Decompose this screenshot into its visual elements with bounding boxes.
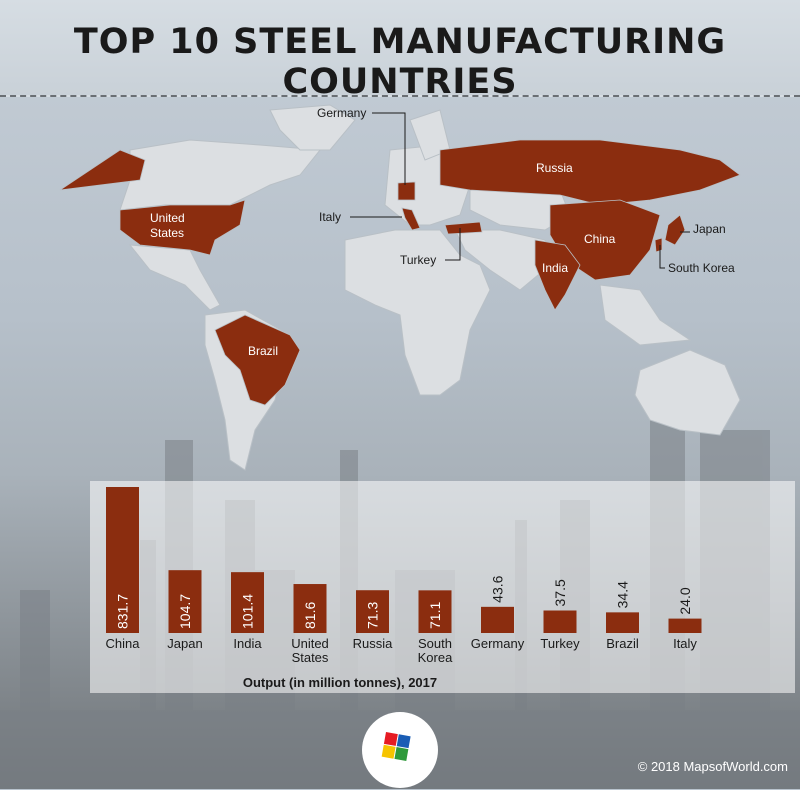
bar-turkey <box>543 610 577 633</box>
africa-landmass <box>344 229 491 396</box>
map-label-brazil: Brazil <box>248 344 278 358</box>
russia-shape <box>439 139 741 206</box>
japan-shape <box>664 214 686 246</box>
alaska-shape <box>59 149 146 191</box>
bar-italy <box>668 618 702 633</box>
value-label-japan: 104.7 <box>177 594 193 629</box>
bar-south-korea <box>418 590 452 633</box>
value-label-brazil: 34.4 <box>615 581 631 608</box>
value-label-south-korea: 71.1 <box>427 602 443 629</box>
value-label-germany: 43.6 <box>490 575 506 602</box>
bar-japan <box>168 570 202 633</box>
southeast-asia-landmass <box>599 284 692 346</box>
world-map: Germany Russia United States Italy China… <box>59 104 741 471</box>
germany-leader-line <box>372 112 406 185</box>
bar-germany <box>481 606 514 633</box>
map-label-united-states-line2: States <box>150 226 184 240</box>
map-label-italy: Italy <box>319 210 341 224</box>
central-america-landmass <box>128 244 221 311</box>
value-label-china: 831.7 <box>115 594 131 629</box>
bar-china <box>106 487 139 633</box>
category-label-turkey: Turkey <box>540 636 580 651</box>
bar-brazil <box>606 612 639 633</box>
australia-landmass <box>634 349 741 436</box>
copyright-text: © 2018 MapsofWorld.com <box>637 759 788 774</box>
bar-india <box>231 572 264 633</box>
turkey-shape <box>444 221 483 235</box>
category-label-united-states: United <box>291 636 329 651</box>
category-label-south-korea: Korea <box>418 650 453 665</box>
category-label-united-states: States <box>292 650 329 665</box>
x-axis-label: Output (in million tonnes), 2017 <box>242 675 438 690</box>
chart-title: TOP 10 STEEL MANUFACTURING COUNTRIES <box>73 22 727 102</box>
mapsofworld-logo <box>362 712 438 788</box>
south-korea-leader-line <box>659 245 665 269</box>
category-label-russia: Russia <box>353 636 394 651</box>
value-label-united-states: 81.6 <box>302 602 318 629</box>
category-label-japan: Japan <box>167 636 202 651</box>
value-label-russia: 71.3 <box>365 602 381 629</box>
value-label-turkey: 37.5 <box>552 579 568 606</box>
map-label-china: China <box>584 232 616 246</box>
category-label-brazil: Brazil <box>606 636 639 651</box>
map-label-japan: Japan <box>693 222 726 236</box>
bar-united-states <box>293 584 327 633</box>
map-label-south-korea: South Korea <box>668 261 735 275</box>
brazil-shape <box>214 314 301 406</box>
map-label-united-states-line1: United <box>150 211 185 225</box>
map-label-india: India <box>542 261 568 275</box>
category-label-china: China <box>106 636 141 651</box>
map-label-turkey: Turkey <box>400 253 436 267</box>
map-label-russia: Russia <box>536 161 573 175</box>
india-shape <box>534 239 581 311</box>
map-label-germany: Germany <box>317 106 366 120</box>
middle-east-landmass <box>454 229 551 291</box>
chart-panel <box>90 481 795 693</box>
value-label-india: 101.4 <box>240 594 256 629</box>
category-label-italy: Italy <box>673 636 697 651</box>
north-america-landmass <box>119 139 321 211</box>
category-label-south-korea: South <box>418 636 452 651</box>
title-bar <box>0 0 800 97</box>
turkey-leader-line <box>445 228 461 261</box>
germany-shape <box>397 181 416 201</box>
category-label-germany: Germany <box>471 636 525 651</box>
united-states-shape <box>119 199 246 256</box>
greenland-landmass <box>269 104 356 151</box>
italy-shape <box>401 207 421 231</box>
category-label-india: India <box>233 636 262 651</box>
bar-russia <box>356 590 389 633</box>
value-label-italy: 24.0 <box>677 587 693 614</box>
